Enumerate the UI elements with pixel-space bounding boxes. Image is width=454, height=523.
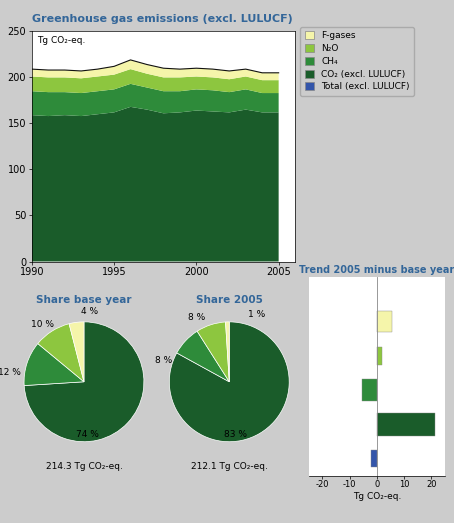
X-axis label: Tg CO₂-eq.: Tg CO₂-eq. — [353, 492, 401, 501]
Bar — [362, 379, 377, 402]
Title: Share base year: Share base year — [36, 295, 132, 305]
Bar — [371, 450, 377, 468]
Text: 1 %: 1 % — [247, 310, 265, 319]
Text: 74 %: 74 % — [75, 430, 99, 439]
Title: Share 2005: Share 2005 — [196, 295, 263, 305]
Wedge shape — [38, 324, 84, 382]
Wedge shape — [177, 331, 229, 382]
Legend: F-gases, N₂O, CH₄, CO₂ (excl. LULUCF), Total (excl. LULUCF): F-gases, N₂O, CH₄, CO₂ (excl. LULUCF), T… — [301, 27, 414, 96]
Text: 12 %: 12 % — [0, 368, 20, 377]
Text: Greenhouse gas emissions (excl. LULUCF): Greenhouse gas emissions (excl. LULUCF) — [32, 14, 292, 24]
Wedge shape — [169, 322, 289, 442]
Bar — [377, 347, 382, 365]
Wedge shape — [69, 322, 84, 382]
Text: 212.1 Tg CO₂-eq.: 212.1 Tg CO₂-eq. — [191, 462, 268, 471]
Text: 8 %: 8 % — [155, 356, 172, 365]
Text: Tg CO₂-eq.: Tg CO₂-eq. — [37, 36, 85, 45]
Text: 10 %: 10 % — [30, 321, 54, 329]
Wedge shape — [197, 322, 229, 382]
Text: 4 %: 4 % — [81, 306, 99, 315]
Wedge shape — [226, 322, 229, 382]
Text: 8 %: 8 % — [188, 313, 205, 322]
Text: 214.3 Tg CO₂-eq.: 214.3 Tg CO₂-eq. — [45, 462, 123, 471]
Text: 83 %: 83 % — [224, 430, 247, 439]
Wedge shape — [24, 344, 84, 385]
Wedge shape — [24, 322, 144, 442]
Title: Trend 2005 minus base year: Trend 2005 minus base year — [299, 265, 454, 275]
Bar — [377, 413, 435, 436]
Bar — [377, 312, 391, 332]
